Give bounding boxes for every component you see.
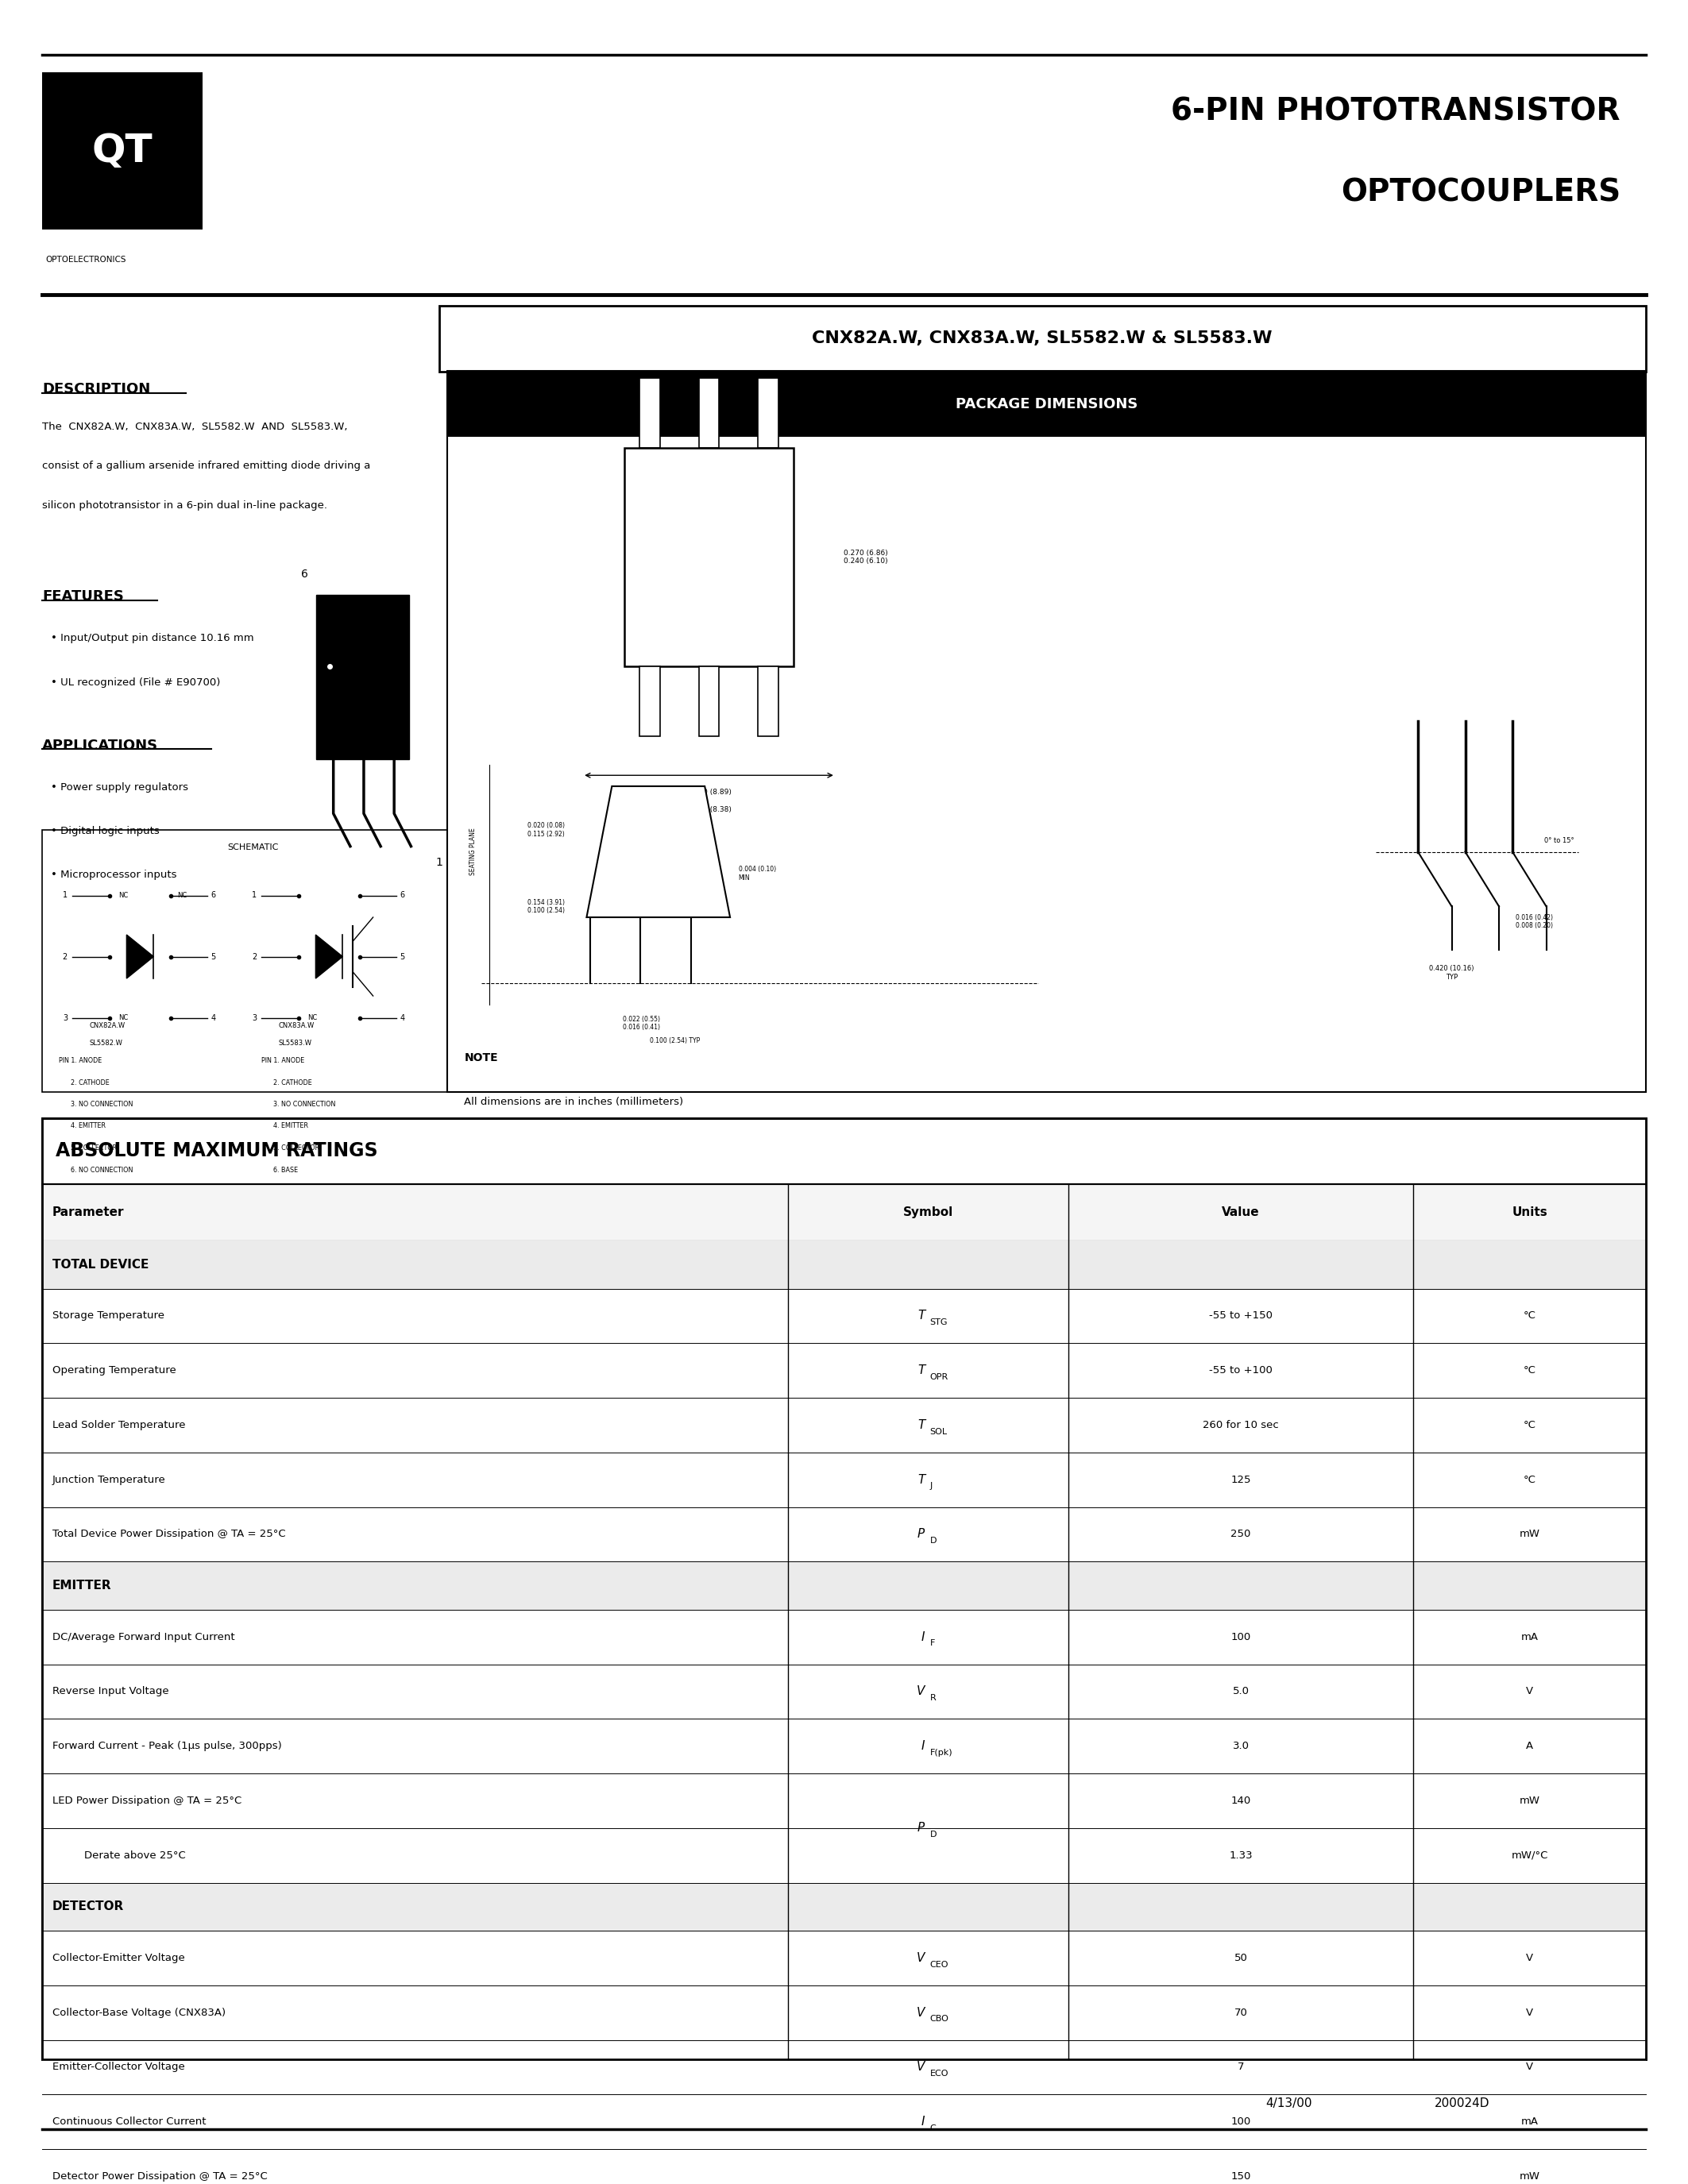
Text: 260 for 10 sec: 260 for 10 sec: [1204, 1420, 1280, 1431]
Text: mW/°C: mW/°C: [1511, 1850, 1548, 1861]
Text: Continuous Collector Current: Continuous Collector Current: [52, 2116, 206, 2127]
Text: OPR: OPR: [930, 1374, 949, 1380]
Text: • Microprocessor inputs: • Microprocessor inputs: [51, 869, 177, 880]
Polygon shape: [587, 786, 729, 917]
Text: QT: QT: [91, 131, 154, 170]
Text: OPTOCOUPLERS: OPTOCOUPLERS: [1340, 177, 1620, 207]
Bar: [42, 1562, 1646, 1610]
Bar: [42, 1883, 1646, 1931]
Text: °C: °C: [1523, 1310, 1536, 1321]
Text: 0.072 (1.78)
0.045 (1.14): 0.072 (1.78) 0.045 (1.14): [550, 417, 591, 435]
Bar: [758, 666, 778, 736]
Text: • Power supply regulators: • Power supply regulators: [51, 782, 187, 793]
Text: • Digital logic inputs: • Digital logic inputs: [51, 826, 159, 836]
Text: ECO: ECO: [930, 2070, 949, 2077]
Text: APPLICATIONS: APPLICATIONS: [42, 738, 159, 753]
Polygon shape: [316, 935, 343, 978]
Text: Forward Current - Peak (1μs pulse, 300pps): Forward Current - Peak (1μs pulse, 300pp…: [52, 1741, 282, 1752]
Text: 125: 125: [1231, 1474, 1251, 1485]
Bar: [42, 830, 464, 1092]
Text: A: A: [1526, 1741, 1533, 1752]
Text: All dimensions are in inches (millimeters): All dimensions are in inches (millimeter…: [464, 1096, 684, 1107]
Text: 0.100 (2.54) TYP: 0.100 (2.54) TYP: [650, 1037, 701, 1044]
Text: PIN 1. ANODE: PIN 1. ANODE: [59, 1057, 103, 1064]
Text: 1: 1: [436, 858, 442, 869]
Bar: [42, 1610, 1646, 1664]
Bar: [447, 371, 1646, 437]
Text: Total Device Power Dissipation @ TA = 25°C: Total Device Power Dissipation @ TA = 25…: [52, 1529, 285, 1540]
Text: 0.004 (0.10)
MIN: 0.004 (0.10) MIN: [739, 865, 776, 882]
Text: 70: 70: [1234, 2007, 1247, 2018]
Text: 4/13/00: 4/13/00: [1266, 2097, 1313, 2110]
Text: 150: 150: [1231, 2171, 1251, 2182]
Text: NC: NC: [118, 891, 128, 900]
Text: V: V: [917, 2007, 925, 2018]
Bar: [42, 1773, 1646, 1828]
Text: 0.022 (0.55)
0.016 (0.41): 0.022 (0.55) 0.016 (0.41): [623, 1016, 660, 1031]
Text: Symbol: Symbol: [903, 1206, 954, 1219]
Text: 0.020 (0.08)
0.115 (2.92): 0.020 (0.08) 0.115 (2.92): [528, 821, 565, 839]
Text: Parameter: Parameter: [52, 1206, 125, 1219]
Text: 6: 6: [300, 570, 307, 581]
Text: 100: 100: [1231, 2116, 1251, 2127]
Text: mW: mW: [1519, 2171, 1539, 2182]
Text: FEATURES: FEATURES: [42, 590, 123, 605]
Bar: [758, 378, 778, 448]
Text: 3: 3: [62, 1013, 68, 1022]
Text: consist of a gallium arsenide infrared emitting diode driving a: consist of a gallium arsenide infrared e…: [42, 461, 371, 472]
Text: mA: mA: [1521, 1631, 1538, 1642]
Text: mW: mW: [1519, 1795, 1539, 1806]
Text: 0.016 (0.42)
0.008 (0.20): 0.016 (0.42) 0.008 (0.20): [1516, 913, 1553, 930]
Text: CNX83A.W: CNX83A.W: [279, 1022, 314, 1029]
Text: 5: 5: [400, 952, 405, 961]
Text: F(pk): F(pk): [930, 1749, 952, 1756]
Text: OPTOELECTRONICS: OPTOELECTRONICS: [46, 256, 127, 264]
Text: 200024D: 200024D: [1435, 2097, 1491, 2110]
Text: EMITTER: EMITTER: [52, 1579, 111, 1592]
Text: 2: 2: [62, 952, 68, 961]
Bar: [42, 1719, 1646, 1773]
Text: SL5583.W: SL5583.W: [279, 1040, 312, 1046]
Text: V: V: [1526, 1952, 1533, 1963]
Text: I: I: [922, 2116, 925, 2127]
Text: °C: °C: [1523, 1420, 1536, 1431]
Text: ABSOLUTE MAXIMUM RATINGS: ABSOLUTE MAXIMUM RATINGS: [56, 1142, 378, 1160]
Polygon shape: [317, 596, 408, 760]
Text: • Input/Output pin distance 10.16 mm: • Input/Output pin distance 10.16 mm: [51, 633, 253, 644]
Text: The  CNX82A.W,  CNX83A.W,  SL5582.W  AND  SL5583.W,: The CNX82A.W, CNX83A.W, SL5582.W AND SL5…: [42, 422, 348, 432]
Bar: [42, 2149, 1646, 2184]
Text: STG: STG: [930, 1319, 947, 1326]
Text: NC: NC: [177, 891, 187, 900]
Bar: [699, 666, 719, 736]
Text: V: V: [1526, 2062, 1533, 2073]
Text: 0.270 (6.86)
0.240 (6.10): 0.270 (6.86) 0.240 (6.10): [844, 548, 888, 566]
Text: NOTE: NOTE: [464, 1053, 498, 1064]
Text: Derate above 25°C: Derate above 25°C: [84, 1850, 186, 1861]
Text: 100: 100: [1231, 1631, 1251, 1642]
Text: PIN 1. ANODE: PIN 1. ANODE: [262, 1057, 306, 1064]
Text: 3. NO CONNECTION: 3. NO CONNECTION: [262, 1101, 336, 1107]
Bar: [42, 1118, 1646, 2060]
Text: DETECTOR: DETECTOR: [52, 1900, 123, 1913]
Text: Storage Temperature: Storage Temperature: [52, 1310, 164, 1321]
Text: -55 to +150: -55 to +150: [1209, 1310, 1273, 1321]
Text: SEATING PLANE: SEATING PLANE: [469, 828, 476, 876]
Text: 2: 2: [252, 952, 257, 961]
Text: T: T: [917, 1420, 925, 1431]
Text: 5.0: 5.0: [1232, 1686, 1249, 1697]
Text: DC/Average Forward Input Current: DC/Average Forward Input Current: [52, 1631, 235, 1642]
Text: P: P: [918, 1529, 925, 1540]
Text: Collector-Emitter Voltage: Collector-Emitter Voltage: [52, 1952, 184, 1963]
Text: 4. EMITTER: 4. EMITTER: [262, 1123, 309, 1129]
Bar: [42, 2040, 1646, 2094]
Text: P: P: [918, 1821, 925, 1835]
Text: DESCRIPTION: DESCRIPTION: [42, 382, 150, 397]
Bar: [42, 1184, 1646, 1241]
Polygon shape: [127, 935, 154, 978]
Bar: [447, 371, 1646, 1092]
Bar: [42, 1398, 1646, 1452]
Text: T: T: [917, 1310, 925, 1321]
Text: SCHEMATIC: SCHEMATIC: [228, 843, 279, 852]
Text: SL5582.W: SL5582.W: [89, 1040, 123, 1046]
Bar: [625, 448, 793, 666]
